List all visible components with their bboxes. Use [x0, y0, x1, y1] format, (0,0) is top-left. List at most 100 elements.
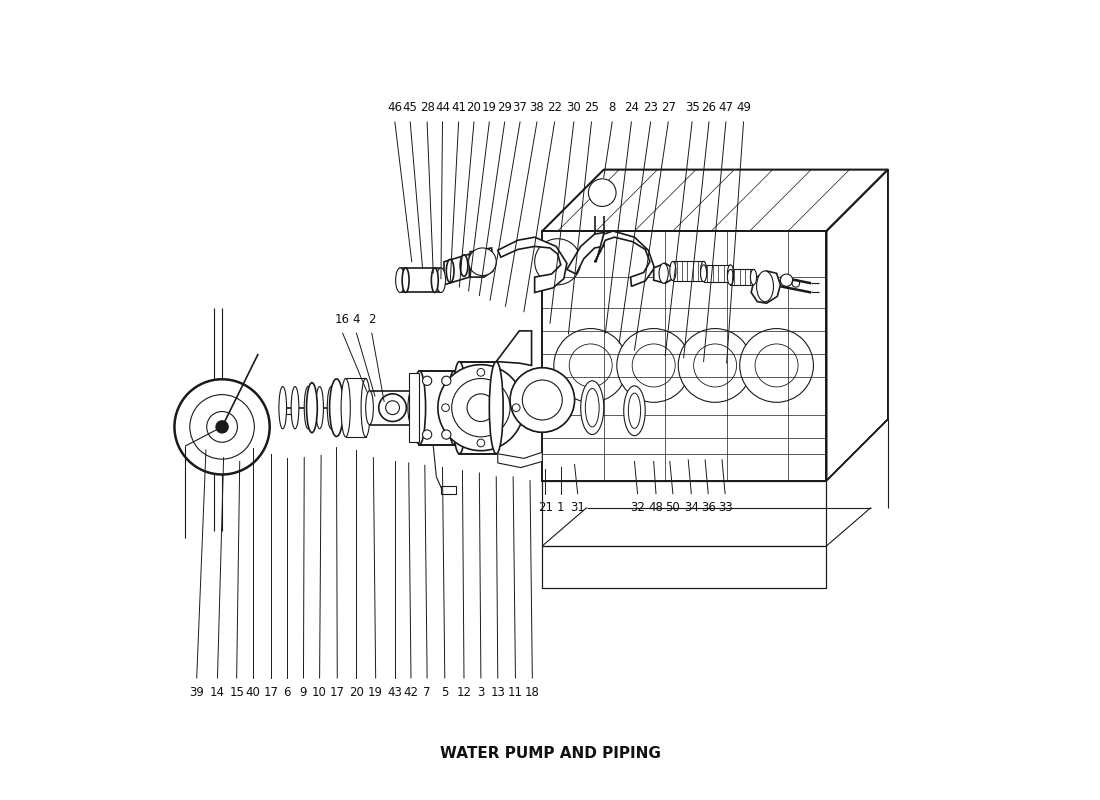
- Polygon shape: [542, 170, 888, 231]
- Ellipse shape: [659, 263, 669, 283]
- Bar: [441, 486, 456, 494]
- Ellipse shape: [701, 262, 706, 281]
- Text: 35: 35: [684, 102, 700, 114]
- Polygon shape: [751, 271, 780, 303]
- Text: 2: 2: [368, 313, 375, 326]
- Ellipse shape: [447, 259, 454, 282]
- Bar: [370, 390, 411, 425]
- Circle shape: [442, 376, 451, 386]
- Ellipse shape: [437, 268, 446, 293]
- Ellipse shape: [624, 386, 646, 436]
- Polygon shape: [496, 331, 531, 366]
- Ellipse shape: [408, 390, 416, 425]
- Circle shape: [588, 179, 616, 206]
- Text: 18: 18: [525, 686, 540, 698]
- Circle shape: [513, 404, 520, 411]
- Circle shape: [442, 404, 450, 411]
- Text: 24: 24: [624, 102, 639, 114]
- Ellipse shape: [581, 381, 604, 434]
- Text: 40: 40: [245, 686, 261, 698]
- Text: 49: 49: [736, 102, 751, 114]
- Ellipse shape: [460, 255, 467, 276]
- Circle shape: [780, 274, 793, 286]
- Text: 31: 31: [570, 502, 585, 514]
- Text: WATER PUMP AND PIPING: WATER PUMP AND PIPING: [440, 746, 660, 761]
- Text: 37: 37: [513, 102, 528, 114]
- Polygon shape: [470, 248, 493, 277]
- Text: 9: 9: [299, 686, 307, 698]
- Text: 26: 26: [702, 102, 716, 114]
- Text: 30: 30: [566, 102, 581, 114]
- Polygon shape: [542, 546, 826, 588]
- Text: 13: 13: [491, 686, 505, 698]
- Circle shape: [553, 329, 628, 402]
- Text: 45: 45: [403, 102, 418, 114]
- Text: 41: 41: [451, 102, 466, 114]
- Text: 16: 16: [336, 313, 350, 326]
- Text: 17: 17: [264, 686, 278, 698]
- Ellipse shape: [316, 386, 323, 429]
- Polygon shape: [566, 233, 604, 274]
- Text: 11: 11: [508, 686, 522, 698]
- Polygon shape: [498, 237, 566, 293]
- Text: 47: 47: [718, 102, 734, 114]
- Ellipse shape: [340, 386, 348, 429]
- Text: 22: 22: [547, 102, 562, 114]
- Ellipse shape: [403, 268, 409, 293]
- Circle shape: [617, 329, 691, 402]
- Text: 36: 36: [701, 502, 716, 514]
- Text: 7: 7: [424, 686, 431, 698]
- Text: 5: 5: [441, 686, 449, 698]
- Text: 6: 6: [283, 686, 290, 698]
- Polygon shape: [460, 362, 496, 454]
- Circle shape: [739, 329, 813, 402]
- Polygon shape: [409, 373, 419, 442]
- Text: 20: 20: [466, 102, 482, 114]
- Circle shape: [477, 369, 485, 376]
- Polygon shape: [498, 452, 542, 467]
- Ellipse shape: [396, 268, 405, 293]
- Circle shape: [679, 329, 752, 402]
- Text: 25: 25: [584, 102, 598, 114]
- Text: 10: 10: [312, 686, 327, 698]
- Ellipse shape: [490, 362, 503, 454]
- Text: 14: 14: [210, 686, 225, 698]
- Text: 23: 23: [644, 102, 658, 114]
- Circle shape: [477, 439, 485, 447]
- Circle shape: [510, 368, 574, 432]
- Text: 44: 44: [434, 102, 450, 114]
- Text: 46: 46: [387, 102, 403, 114]
- Ellipse shape: [701, 265, 706, 282]
- Ellipse shape: [279, 386, 287, 429]
- Circle shape: [378, 394, 406, 422]
- Text: 20: 20: [349, 686, 364, 698]
- Ellipse shape: [431, 268, 438, 293]
- Polygon shape: [594, 231, 654, 286]
- Text: 17: 17: [330, 686, 344, 698]
- Text: 42: 42: [404, 686, 418, 698]
- Polygon shape: [826, 170, 888, 481]
- Text: 33: 33: [717, 502, 733, 514]
- Ellipse shape: [365, 390, 373, 425]
- Polygon shape: [542, 231, 826, 481]
- Ellipse shape: [727, 265, 734, 282]
- Circle shape: [207, 411, 238, 442]
- Text: 19: 19: [368, 686, 383, 698]
- Text: 8: 8: [608, 102, 616, 114]
- Circle shape: [535, 238, 581, 285]
- Ellipse shape: [414, 371, 426, 445]
- Text: 43: 43: [387, 686, 403, 698]
- Ellipse shape: [361, 378, 371, 437]
- Polygon shape: [400, 268, 441, 293]
- Ellipse shape: [307, 382, 317, 433]
- Circle shape: [469, 248, 496, 275]
- Text: 15: 15: [229, 686, 244, 698]
- Polygon shape: [673, 262, 704, 281]
- Polygon shape: [419, 371, 454, 445]
- Text: 38: 38: [529, 102, 544, 114]
- Text: 29: 29: [497, 102, 513, 114]
- Ellipse shape: [305, 386, 312, 429]
- Text: 48: 48: [649, 502, 663, 514]
- Text: 39: 39: [189, 686, 205, 698]
- Circle shape: [422, 376, 431, 386]
